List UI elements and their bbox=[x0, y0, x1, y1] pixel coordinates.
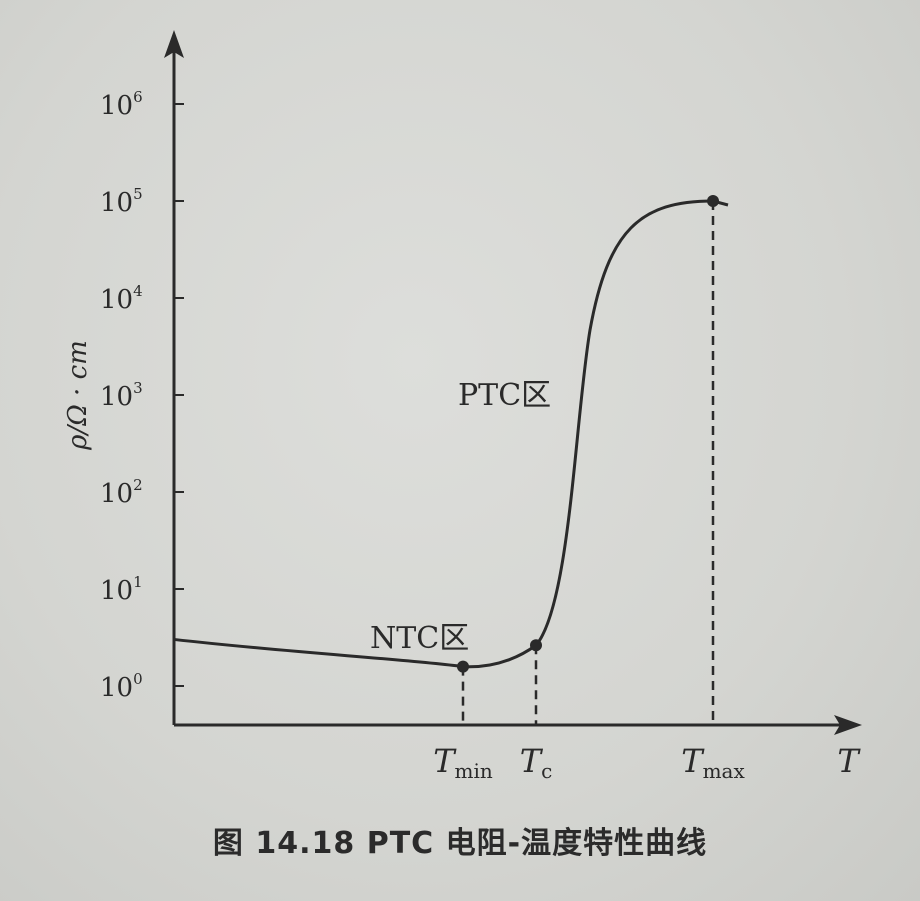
x-marker-label-2: Tmax bbox=[681, 742, 745, 783]
y-axis-arrow bbox=[164, 30, 184, 58]
x-marker-labels: Tmin Tc Tmax bbox=[433, 742, 745, 783]
marker-point-0 bbox=[457, 660, 469, 673]
ptc-label: PTC区 bbox=[458, 378, 551, 413]
y-tick-label-0: 100 bbox=[100, 670, 143, 703]
x-axis-label: T bbox=[837, 742, 861, 780]
x-marker-label-0: Tmin bbox=[433, 742, 493, 783]
marker-point-1 bbox=[530, 639, 542, 652]
x-axis-arrow bbox=[834, 715, 862, 735]
y-ticks: 100 101 102 103 104 105 106 bbox=[100, 88, 184, 703]
y-tick-label-2: 102 bbox=[100, 476, 143, 509]
y-tick-label-1: 101 bbox=[100, 573, 143, 606]
resistance-curve bbox=[173, 199, 729, 669]
y-tick-label-3: 103 bbox=[100, 379, 143, 412]
y-axis-label: ρ/Ω · cm bbox=[63, 340, 93, 451]
y-tick-label-6: 106 bbox=[100, 88, 143, 121]
y-tick-label-5: 105 bbox=[100, 185, 143, 218]
x-marker-label-1: Tc bbox=[520, 742, 553, 783]
ntc-label: NTC区 bbox=[370, 621, 469, 656]
marker-points bbox=[457, 195, 719, 673]
marker-dashes bbox=[461, 201, 715, 725]
y-tick-label-4: 104 bbox=[100, 282, 143, 315]
marker-point-2 bbox=[707, 195, 719, 207]
figure-caption: 图 14.18 PTC 电阻-温度特性曲线 bbox=[212, 826, 708, 861]
